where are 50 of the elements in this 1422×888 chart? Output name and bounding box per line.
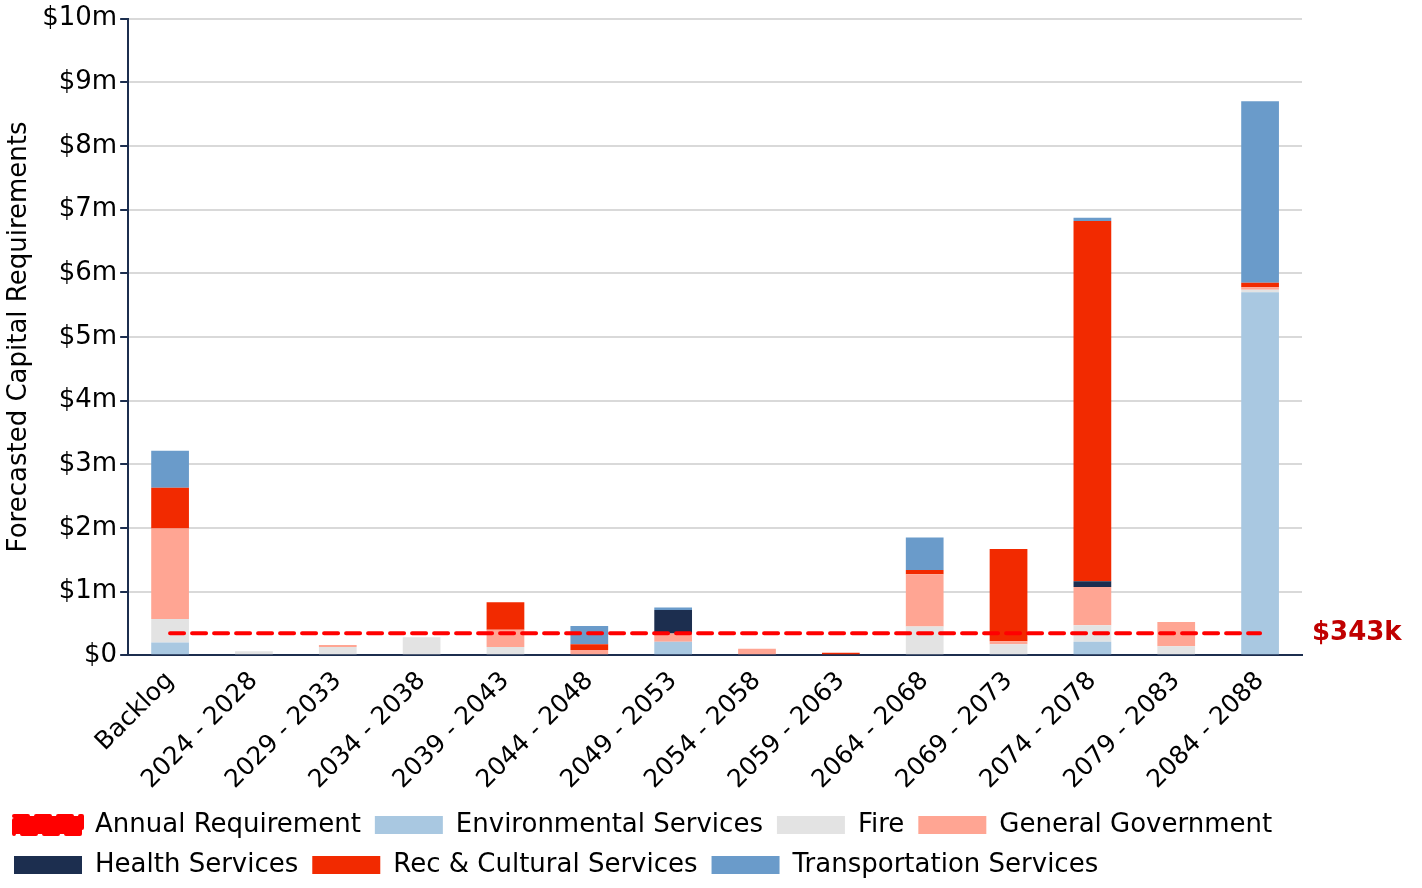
bar xyxy=(318,646,357,655)
bar xyxy=(989,641,1028,645)
bar xyxy=(570,644,609,651)
bar xyxy=(989,548,1028,642)
legend-label: Environmental Services xyxy=(455,807,763,838)
bar xyxy=(402,637,441,655)
bar xyxy=(905,537,944,570)
bar xyxy=(1073,641,1112,655)
bar xyxy=(151,450,189,488)
y-tick-label: $1m xyxy=(58,574,118,605)
bar xyxy=(1073,581,1112,588)
y-axis-title: Forecasted Capital Requirements xyxy=(2,121,33,553)
y-tick-label: $7m xyxy=(58,192,118,223)
bar xyxy=(989,644,1028,655)
legend-label: Rec & Cultural Services xyxy=(393,847,698,878)
bar xyxy=(905,574,944,627)
bar xyxy=(1241,292,1279,655)
y-tick-label: $3m xyxy=(58,446,118,477)
bar xyxy=(1157,646,1196,655)
legend-label: Annual Requirement xyxy=(95,807,361,838)
bar xyxy=(486,602,525,630)
y-tick-label: $4m xyxy=(58,383,118,414)
legend-label: Transportation Services xyxy=(791,847,1099,878)
bar xyxy=(151,487,189,529)
bar xyxy=(151,528,189,619)
bar xyxy=(1073,217,1112,222)
bar xyxy=(654,607,693,610)
bar xyxy=(738,648,776,655)
y-tick-label: $6m xyxy=(58,255,118,286)
annotation: $343k xyxy=(1312,616,1403,647)
legend-label: Health Services xyxy=(95,847,299,878)
bar xyxy=(654,641,693,655)
y-tick-label: $5m xyxy=(58,319,118,350)
y-tick-label: $9m xyxy=(58,65,118,96)
y-tick-label: $8m xyxy=(58,128,118,159)
y-tick-label: $10m xyxy=(42,1,118,32)
bar xyxy=(1241,101,1279,283)
bar xyxy=(1241,282,1279,288)
bar xyxy=(151,642,189,655)
bar xyxy=(1073,587,1112,626)
bar xyxy=(235,651,273,655)
legend-label: General Government xyxy=(999,807,1273,838)
y-tick-label: $0 xyxy=(84,637,118,668)
bar xyxy=(151,618,189,643)
bar xyxy=(570,650,609,655)
legend-label: Fire xyxy=(857,807,905,838)
bar xyxy=(905,569,944,575)
bar xyxy=(486,646,525,655)
bar xyxy=(1073,221,1112,582)
y-tick-label: $2m xyxy=(58,510,118,541)
